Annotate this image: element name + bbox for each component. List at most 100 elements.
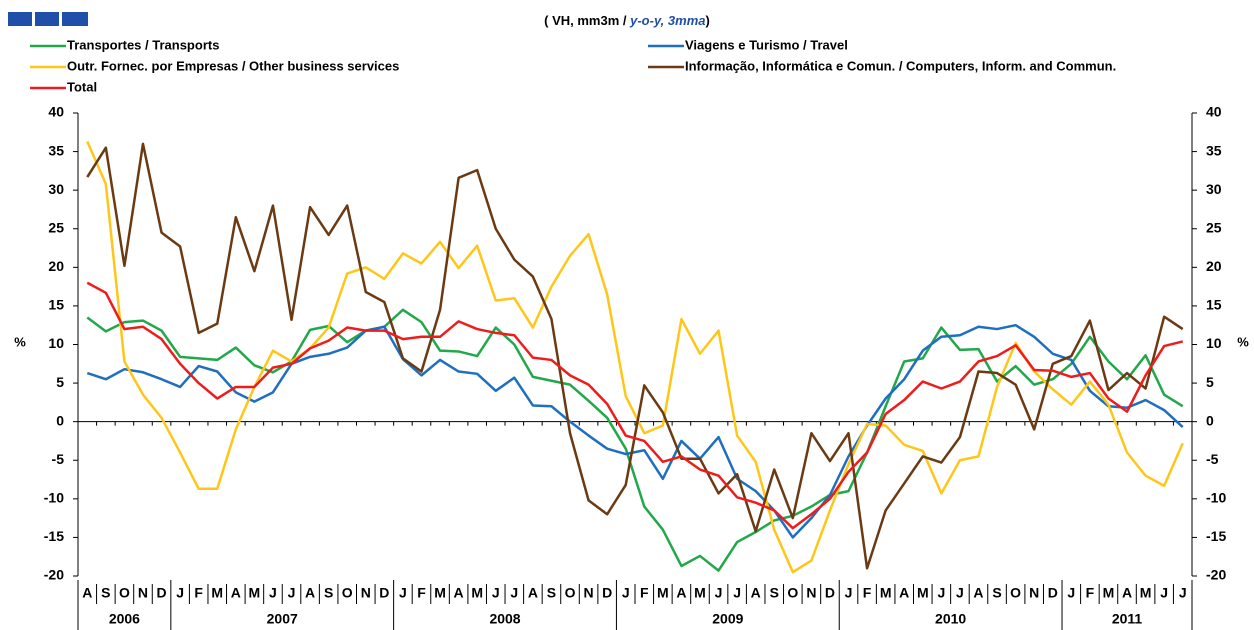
x-tick-label: M — [917, 585, 929, 601]
x-tick-label: N — [1029, 585, 1039, 601]
x-tick-label: A — [751, 585, 761, 601]
x-tick-label: M — [880, 585, 892, 601]
x-tick-label: D — [825, 585, 835, 601]
x-tick-label: M — [694, 585, 706, 601]
x-tick-label: O — [119, 585, 130, 601]
x-tick-label: A — [1122, 585, 1132, 601]
y-tick-label: 0 — [56, 412, 64, 428]
y2-tick-label: -5 — [1206, 451, 1219, 467]
x-tick-label: S — [992, 585, 1001, 601]
x-tick-label: A — [899, 585, 909, 601]
x-tick-label: D — [602, 585, 612, 601]
y2-tick-label: 35 — [1206, 142, 1222, 158]
x-tick-label: J — [399, 585, 407, 601]
x-tick-label: F — [640, 585, 649, 601]
x-tick-label: J — [288, 585, 296, 601]
x-tick-label: O — [1010, 585, 1021, 601]
y-tick-label: -15 — [44, 528, 64, 544]
year-label: 2011 — [1112, 611, 1143, 627]
x-tick-label: M — [1140, 585, 1152, 601]
x-tick-label: J — [492, 585, 500, 601]
logo-block — [8, 12, 32, 26]
x-tick-label: D — [379, 585, 389, 601]
series-line — [86, 323, 1184, 539]
x-tick-label: M — [211, 585, 223, 601]
y-tick-label: 35 — [48, 142, 64, 158]
x-tick-label: D — [1048, 585, 1058, 601]
legend-label: Viagens e Turismo / Travel — [685, 37, 848, 52]
year-label: 2006 — [109, 611, 140, 627]
x-tick-label: O — [787, 585, 798, 601]
legend-label: Outr. Fornec. por Empresas / Other busin… — [67, 58, 399, 73]
x-tick-label: A — [305, 585, 315, 601]
x-tick-label: J — [956, 585, 964, 601]
x-tick-label: S — [101, 585, 110, 601]
series-line — [86, 142, 1184, 570]
x-tick-label: S — [770, 585, 779, 601]
logo-block — [62, 12, 88, 26]
x-tick-label: D — [156, 585, 166, 601]
subtitle: ( VH, mm3m / y-o-y, 3mma) — [544, 13, 710, 28]
x-tick-label: M — [1103, 585, 1115, 601]
x-tick-label: J — [1179, 585, 1187, 601]
x-tick-label: A — [676, 585, 686, 601]
legend-label: Informação, Informática e Comun. / Compu… — [685, 58, 1116, 73]
y-axis-label: % — [14, 334, 26, 349]
x-tick-label: A — [231, 585, 241, 601]
x-tick-label: N — [138, 585, 148, 601]
x-tick-label: J — [937, 585, 945, 601]
x-tick-label: M — [471, 585, 483, 601]
x-tick-label: F — [1086, 585, 1095, 601]
x-tick-label: M — [657, 585, 669, 601]
y-tick-label: 20 — [48, 258, 64, 274]
subtitle-part: ) — [706, 13, 710, 28]
x-tick-label: N — [806, 585, 816, 601]
x-tick-label: M — [434, 585, 446, 601]
legend-label: Total — [67, 79, 97, 94]
x-tick-label: A — [973, 585, 983, 601]
x-tick-label: F — [194, 585, 203, 601]
y2-tick-label: 10 — [1206, 335, 1222, 351]
x-tick-label: S — [324, 585, 333, 601]
x-tick-label: J — [269, 585, 277, 601]
y-tick-label: -10 — [44, 490, 64, 506]
x-tick-label: A — [454, 585, 464, 601]
y2-tick-label: 25 — [1206, 219, 1222, 235]
x-tick-label: J — [622, 585, 630, 601]
x-tick-label: A — [528, 585, 538, 601]
x-tick-label: J — [176, 585, 184, 601]
legend-label: Transportes / Transports — [67, 37, 219, 52]
x-tick-label: J — [715, 585, 723, 601]
x-tick-label: O — [565, 585, 576, 601]
y-tick-label: 30 — [48, 181, 64, 197]
y-tick-label: 10 — [48, 335, 64, 351]
year-label: 2008 — [489, 611, 520, 627]
x-tick-label: M — [249, 585, 261, 601]
x-tick-label: F — [863, 585, 872, 601]
year-label: 2007 — [267, 611, 298, 627]
y2-tick-label: -20 — [1206, 567, 1226, 583]
x-tick-label: J — [510, 585, 518, 601]
x-tick-label: J — [1160, 585, 1168, 601]
series-line — [86, 141, 1184, 574]
y2-tick-label: 5 — [1206, 374, 1214, 390]
x-tick-label: J — [845, 585, 853, 601]
y2-tick-label: -15 — [1206, 528, 1226, 544]
y2-tick-label: 30 — [1206, 181, 1222, 197]
y-tick-label: -20 — [44, 567, 64, 583]
x-tick-label: F — [417, 585, 426, 601]
y-tick-label: 15 — [48, 297, 64, 313]
x-tick-label: N — [361, 585, 371, 601]
y-tick-label: 40 — [48, 104, 64, 120]
y-tick-label: -5 — [52, 451, 65, 467]
y-tick-label: 25 — [48, 219, 64, 235]
x-tick-label: A — [82, 585, 92, 601]
y2-tick-label: 0 — [1206, 412, 1214, 428]
y2-tick-label: -10 — [1206, 490, 1226, 506]
y2-tick-label: 20 — [1206, 258, 1222, 274]
logo-block — [35, 12, 59, 26]
year-label: 2010 — [935, 611, 966, 627]
x-tick-label: S — [547, 585, 556, 601]
